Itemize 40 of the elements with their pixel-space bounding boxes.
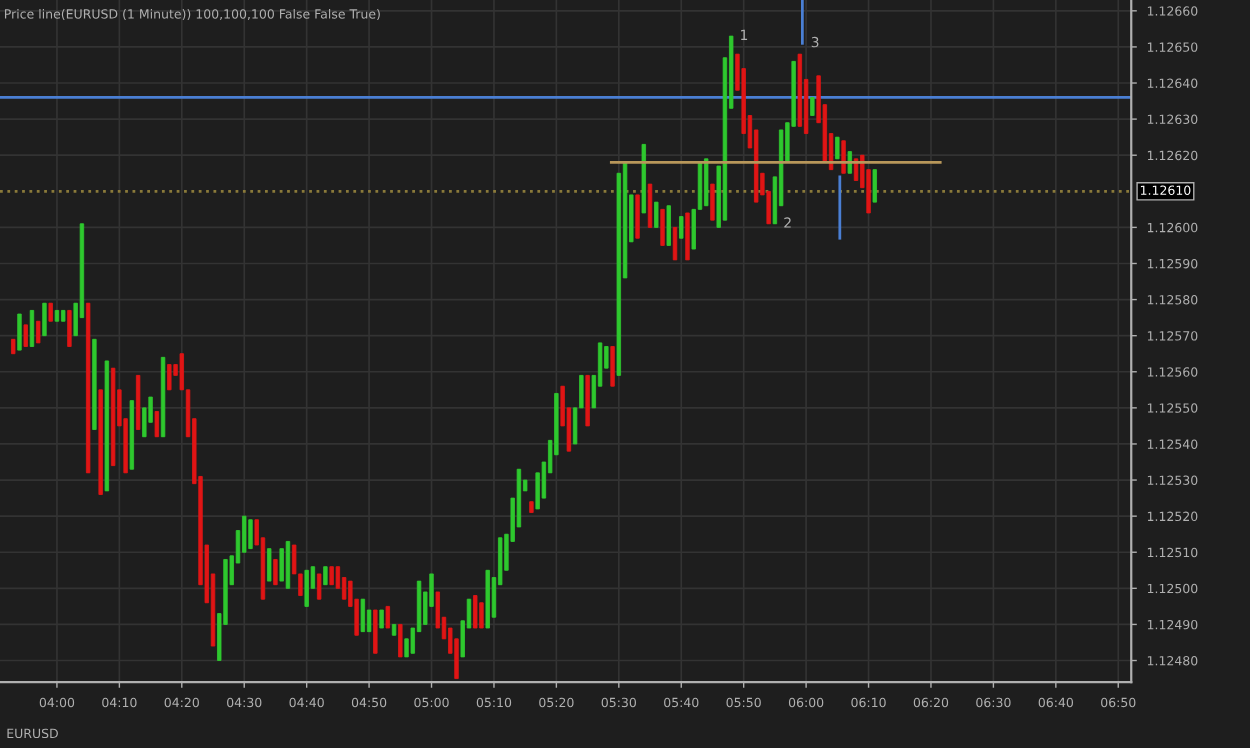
candlestick <box>647 182 653 229</box>
candlestick <box>835 136 840 160</box>
candlestick <box>872 168 877 204</box>
candlestick <box>360 598 366 633</box>
candlestick <box>660 208 665 247</box>
candlestick <box>610 345 615 388</box>
candlestick <box>666 204 671 247</box>
candlestick <box>679 215 684 240</box>
candlestick <box>304 569 309 608</box>
candlestick <box>323 565 328 586</box>
candlestick <box>67 309 72 348</box>
candlestick <box>273 558 278 586</box>
candlestick <box>329 565 334 586</box>
candlestick <box>635 193 640 240</box>
candlestick <box>672 226 678 261</box>
candlestick <box>279 547 284 583</box>
candlestick <box>154 410 160 438</box>
candlestick <box>29 309 35 348</box>
candlestick <box>473 594 478 630</box>
candlestick <box>479 601 484 630</box>
candlestick <box>373 608 378 655</box>
candlestick <box>23 323 28 348</box>
candlestick <box>316 572 322 601</box>
candlestick <box>841 139 846 175</box>
candlestick <box>379 609 384 629</box>
candlestick <box>48 302 53 323</box>
candlestick <box>267 547 272 583</box>
candlestick <box>285 540 291 590</box>
candlestick <box>385 605 391 630</box>
candlestick <box>248 518 253 550</box>
candlestick <box>710 182 715 222</box>
candlestick <box>167 363 172 391</box>
candlestick <box>685 211 690 261</box>
candlestick <box>398 623 403 659</box>
candlestick <box>17 312 22 352</box>
candlestick <box>810 96 815 117</box>
candlestick <box>36 320 41 344</box>
candlestick <box>654 201 659 229</box>
candlestick <box>704 157 709 207</box>
candlestick <box>42 302 47 337</box>
